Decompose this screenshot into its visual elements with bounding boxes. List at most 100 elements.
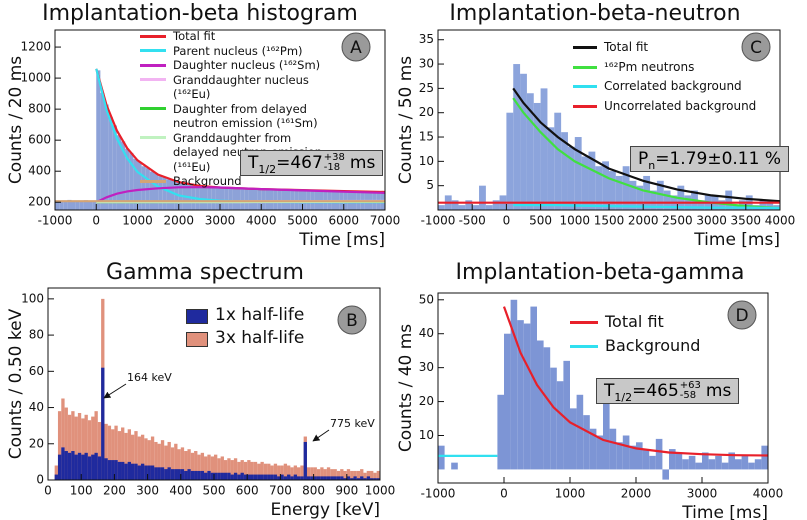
legend-label: Total fit: [173, 29, 216, 43]
panel-badge: [727, 300, 757, 330]
bar: [257, 463, 261, 480]
bar: [154, 441, 158, 480]
bar: [280, 474, 284, 480]
bar: [290, 476, 294, 480]
bar: [117, 431, 122, 480]
bar: [162, 177, 167, 210]
bar: [174, 182, 179, 210]
result-error-up: +63: [679, 380, 701, 391]
legend-item: 3x half-life: [186, 327, 336, 350]
legend: Total fit Background: [570, 310, 740, 358]
bar: [615, 175, 623, 210]
bar: [100, 92, 105, 210]
bar: [725, 190, 733, 210]
bar: [134, 431, 138, 480]
bar: [74, 454, 78, 480]
bar: [134, 463, 138, 480]
bar: [170, 469, 175, 480]
bar: [160, 467, 165, 480]
bar: [451, 462, 458, 470]
bar: [728, 452, 735, 470]
bar: [650, 190, 657, 210]
bar: [300, 465, 304, 480]
bar: [761, 445, 768, 470]
bar: [131, 434, 135, 480]
legend-item: Uncorrelated background: [573, 97, 778, 117]
bar: [207, 454, 211, 480]
x-tick-label: 200: [103, 484, 126, 498]
bar: [149, 171, 154, 210]
bar: [290, 467, 294, 480]
y-axis-label: Counts / 0.50 keV: [6, 308, 26, 459]
bar: [204, 472, 208, 480]
bar: [303, 441, 307, 480]
bar: [526, 93, 534, 210]
result-symbol-sub: 1/2: [614, 391, 633, 404]
bar: [363, 472, 367, 480]
bar: [695, 462, 702, 470]
bar: [310, 467, 314, 480]
bar: [253, 461, 258, 480]
bar: [124, 432, 128, 480]
bar: [71, 451, 75, 480]
panel-label: A: [350, 38, 362, 58]
bar: [180, 447, 185, 480]
legend-item: Parent nucleus (¹⁶²Pm): [140, 44, 330, 59]
bar: [57, 454, 62, 480]
x-tick-label: 600: [236, 484, 259, 498]
bar: [336, 476, 341, 480]
y-tick-label: 40: [419, 326, 434, 340]
bar: [373, 478, 377, 480]
result-errors: +63 -58: [680, 381, 701, 401]
bar: [96, 70, 101, 211]
bar: [55, 200, 60, 210]
bar: [253, 474, 258, 480]
x-tick-label: 1000: [365, 484, 396, 498]
bar: [504, 333, 511, 470]
legend-label: 1x half-life: [215, 305, 305, 325]
legend-item: ¹⁶²Pm neutrons: [573, 58, 778, 78]
bar: [240, 472, 244, 480]
bar: [320, 476, 324, 480]
bar: [642, 449, 650, 470]
legend: 1x half-life 3x half-life: [186, 304, 336, 350]
legend-label: Granddaughter nucleus (¹⁶²Eu): [173, 72, 309, 102]
bar: [54, 465, 58, 480]
bar: [754, 459, 762, 470]
bar: [57, 411, 62, 480]
legend-swatch: [140, 107, 166, 111]
result-symbol: T: [604, 381, 615, 401]
x-tick-label: 100: [70, 484, 93, 498]
bar: [170, 447, 175, 480]
bar: [485, 205, 493, 210]
bar: [104, 458, 108, 480]
bar: [333, 469, 337, 480]
y-tick-label: 80: [29, 328, 44, 342]
chart-title: Gamma spectrum: [106, 260, 304, 285]
y-tick-label: 1200: [20, 40, 51, 54]
result-symbol-sub: n: [648, 159, 656, 172]
bar: [97, 422, 102, 480]
legend-swatch: [140, 136, 166, 140]
bar: [154, 173, 159, 210]
y-axis-label: Counts / 40 ms: [396, 324, 416, 452]
y-tick-label: 1000: [20, 71, 51, 85]
bar: [232, 188, 237, 210]
bar: [520, 73, 527, 210]
bar: [340, 476, 344, 480]
bar: [280, 465, 284, 480]
bar: [140, 463, 145, 480]
legend-swatch: [140, 63, 166, 67]
bar: [64, 451, 68, 480]
bar: [766, 200, 774, 210]
bar: [150, 436, 155, 480]
result-symbol-sub: 1/2: [258, 163, 277, 176]
bar: [330, 476, 334, 480]
bar: [326, 476, 331, 480]
x-tick-label: 500: [203, 484, 226, 498]
legend-item: Granddaughter nucleus (¹⁶²Eu): [140, 73, 330, 102]
bar: [81, 454, 85, 480]
bar: [230, 460, 234, 480]
bar: [273, 189, 278, 210]
